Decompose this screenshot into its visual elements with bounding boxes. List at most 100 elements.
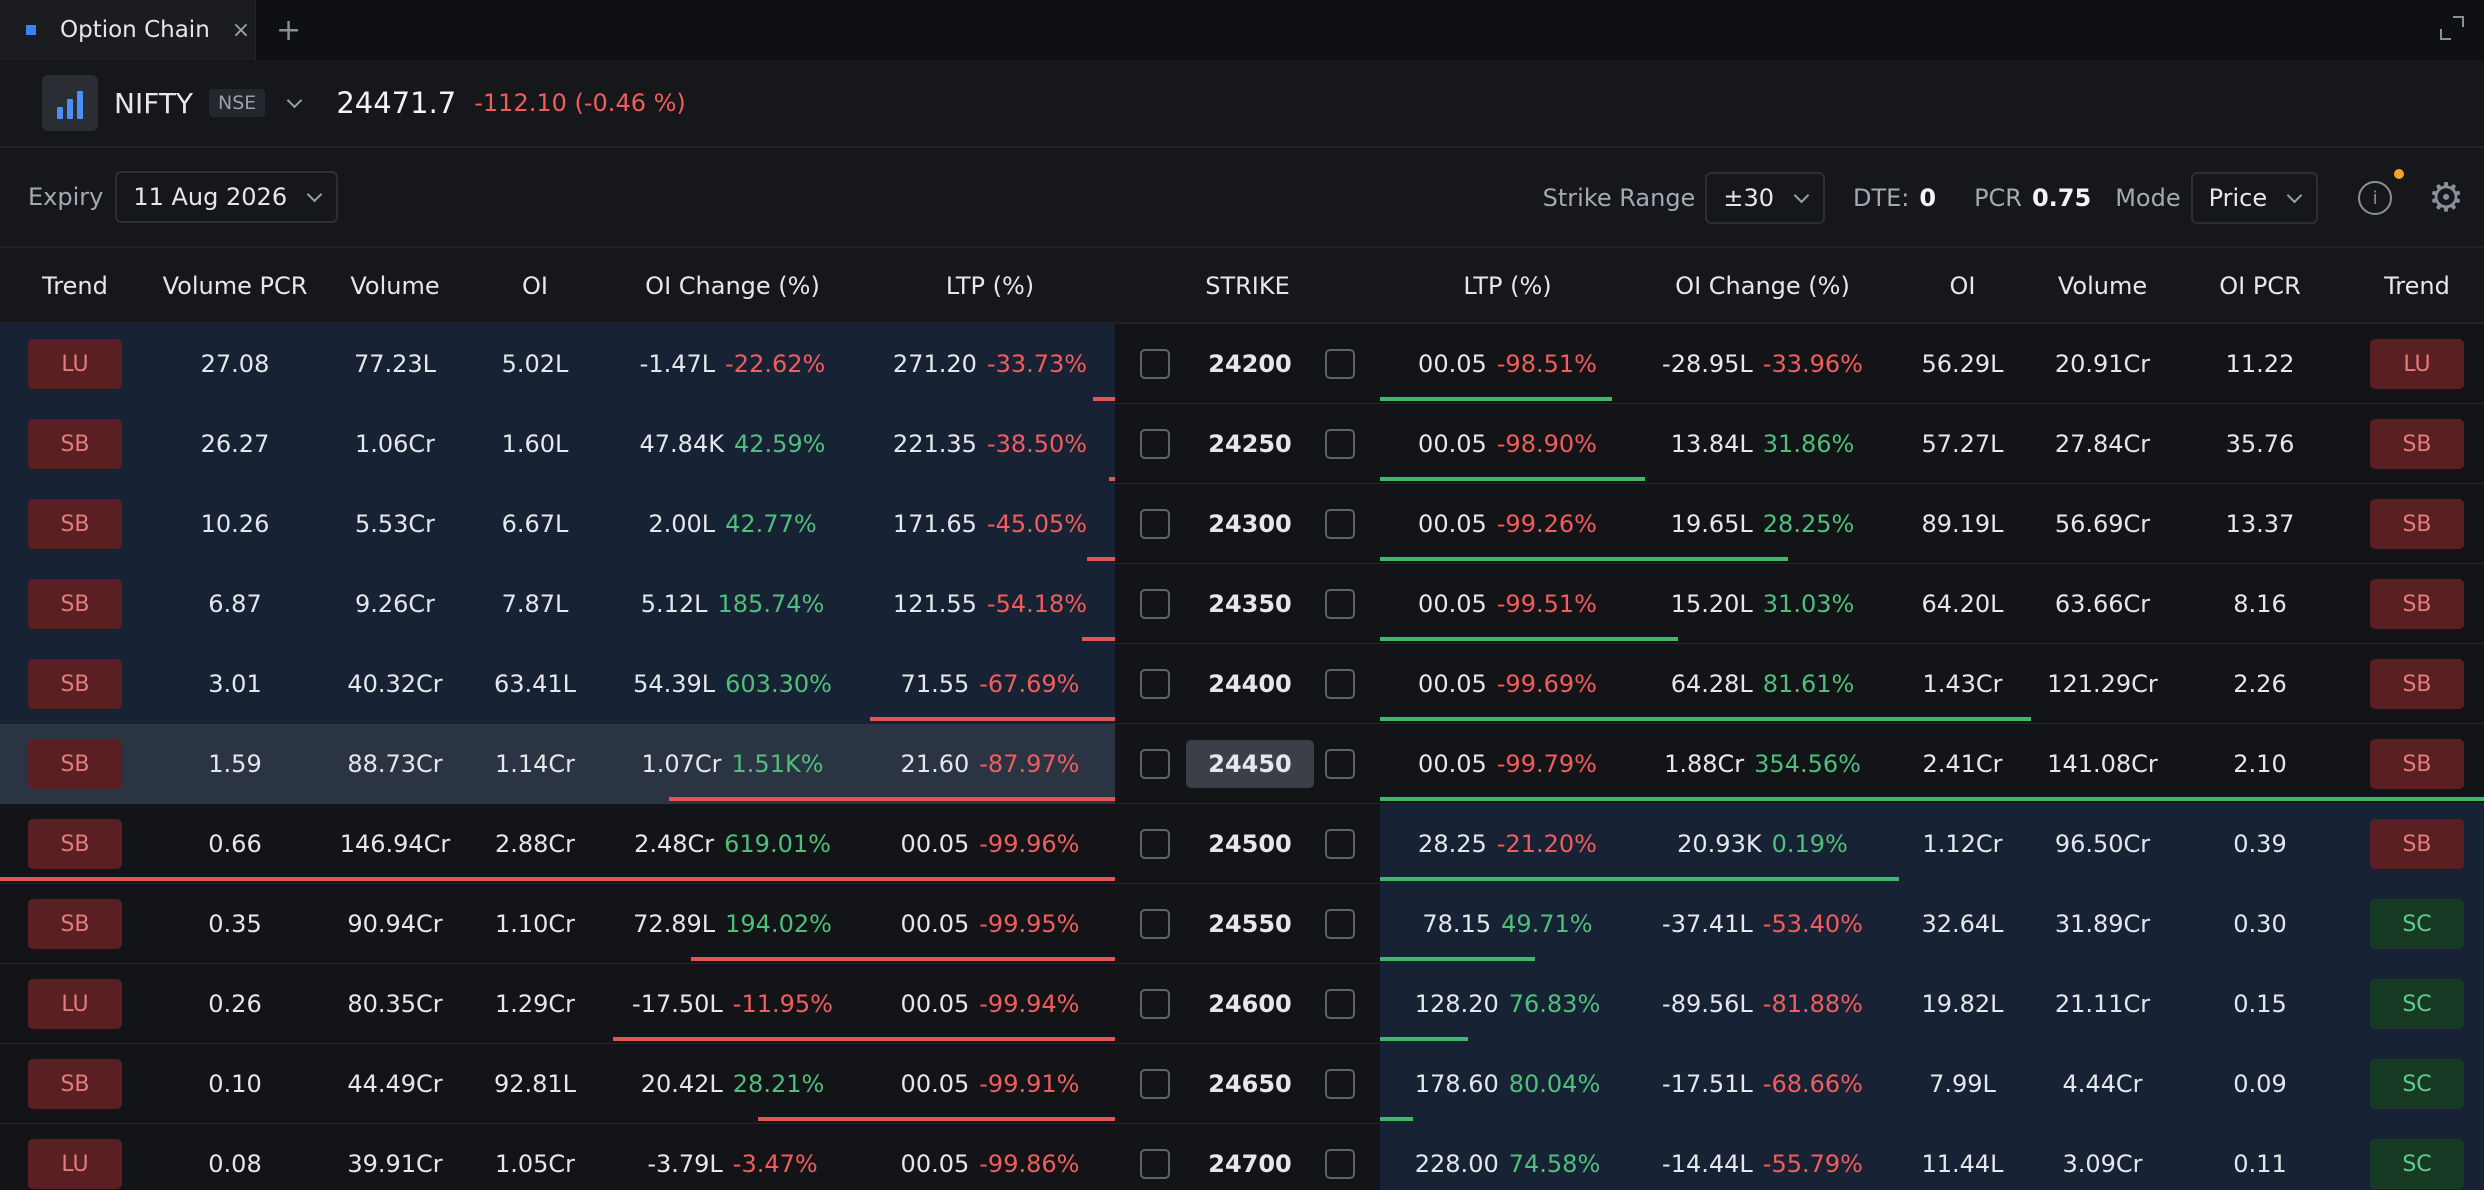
call-checkbox[interactable] <box>1140 429 1170 459</box>
put-trend-badge[interactable]: SB <box>2370 739 2464 789</box>
table-row[interactable]: SB 0.66 146.94Cr 2.88Cr 2.48Cr 619.01% 00.05 -9… <box>0 804 2484 884</box>
call-trend-badge[interactable]: SB <box>28 419 122 469</box>
put-oi: 57.27L <box>1921 430 2004 458</box>
info-icon[interactable]: i <box>2358 169 2405 215</box>
strike-price[interactable]: 24200 <box>1208 350 1292 378</box>
call-checkbox[interactable] <box>1140 1069 1170 1099</box>
put-checkbox[interactable] <box>1325 589 1355 619</box>
put-checkbox[interactable] <box>1325 429 1355 459</box>
col-call-volume-pcr[interactable]: Volume PCR <box>162 272 308 300</box>
strike-range-select[interactable]: ±30 <box>1705 172 1825 224</box>
strike-price[interactable]: 24350 <box>1208 590 1292 618</box>
put-trend-badge[interactable]: SB <box>2370 499 2464 549</box>
call-trend-badge[interactable]: LU <box>28 979 122 1029</box>
table-row[interactable]: SB 1.59 88.73Cr 1.14Cr 1.07Cr 1.51K% 21.60 -87.… <box>0 724 2484 804</box>
table-row[interactable]: LU 27.08 77.23L 5.02L -1.47L -22.62% 271.20 -33… <box>0 324 2484 404</box>
call-checkbox[interactable] <box>1140 829 1170 859</box>
strike-price[interactable]: 24250 <box>1208 430 1292 458</box>
table-row[interactable]: SB 0.10 44.49Cr 92.81L 20.42L 28.21% 00.05 -99.… <box>0 1044 2484 1124</box>
table-row[interactable]: LU 0.26 80.35Cr 1.29Cr -17.50L -11.95% 00.05 -9… <box>0 964 2484 1044</box>
col-call-ltp[interactable]: LTP (%) <box>945 272 1035 300</box>
strike-price[interactable]: 24300 <box>1208 510 1292 538</box>
mode-select[interactable]: Price <box>2190 172 2319 224</box>
put-trend-badge[interactable]: LU <box>2370 339 2464 389</box>
col-strike[interactable]: STRIKE <box>1205 272 1290 300</box>
put-checkbox[interactable] <box>1325 749 1355 779</box>
col-put-oi-change[interactable]: OI Change (%) <box>1675 272 1850 300</box>
call-checkbox[interactable] <box>1140 669 1170 699</box>
call-checkbox[interactable] <box>1140 589 1170 619</box>
call-checkbox[interactable] <box>1140 509 1170 539</box>
put-checkbox[interactable] <box>1325 909 1355 939</box>
call-trend-badge[interactable]: SB <box>28 819 122 869</box>
col-call-volume[interactable]: Volume <box>350 272 440 300</box>
tab-option-chain[interactable]: Option Chain × <box>0 0 256 60</box>
call-trend-badge[interactable]: SB <box>28 739 122 789</box>
symbol-name[interactable]: NIFTY <box>114 86 194 120</box>
put-trend-badge[interactable]: SC <box>2370 1059 2464 1109</box>
col-put-trend[interactable]: Trend <box>2384 272 2450 300</box>
put-trend-badge[interactable]: SC <box>2370 899 2464 949</box>
strike-price[interactable]: 24600 <box>1208 990 1292 1018</box>
table-row[interactable]: SB 10.26 5.53Cr 6.67L 2.00L 42.77% 171.65 -45.0… <box>0 484 2484 564</box>
itm-put-bg <box>1380 804 2484 884</box>
put-trend-badge[interactable]: SC <box>2370 979 2464 1029</box>
col-call-oi[interactable]: OI <box>522 272 548 300</box>
table-row[interactable]: SB 6.87 9.26Cr 7.87L 5.12L 185.74% 121.55 -54.1… <box>0 564 2484 644</box>
expiry-select[interactable]: 11 Aug 2026 <box>115 171 339 223</box>
put-checkbox[interactable] <box>1325 989 1355 1019</box>
call-trend-badge[interactable]: SB <box>28 899 122 949</box>
strike-price[interactable]: 24650 <box>1208 1070 1292 1098</box>
put-trend-badge[interactable]: SB <box>2370 819 2464 869</box>
call-trend-badge[interactable]: SB <box>28 579 122 629</box>
col-call-trend[interactable]: Trend <box>42 272 108 300</box>
strike-price[interactable]: 24500 <box>1208 830 1292 858</box>
chevron-down-icon[interactable] <box>287 92 303 108</box>
put-trend-badge[interactable]: SB <box>2370 419 2464 469</box>
call-trend-cell: LU <box>0 324 150 404</box>
add-tab-icon[interactable]: + <box>276 12 302 48</box>
put-checkbox[interactable] <box>1325 1149 1355 1179</box>
call-ltp-value: 171.65 <box>892 510 977 538</box>
call-select-cell <box>1115 484 1195 564</box>
call-checkbox[interactable] <box>1140 349 1170 379</box>
put-trend-badge[interactable]: SB <box>2370 659 2464 709</box>
col-put-oi-pcr[interactable]: OI PCR <box>2219 272 2301 300</box>
table-row[interactable]: SB 3.01 40.32Cr 63.41L 54.39L 603.30% 71.55 -67… <box>0 644 2484 724</box>
col-put-volume[interactable]: Volume <box>2057 272 2148 300</box>
table-row[interactable]: SB 0.35 90.94Cr 1.10Cr 72.89L 194.02% 00.05 -99… <box>0 884 2484 964</box>
call-checkbox[interactable] <box>1140 989 1170 1019</box>
put-checkbox[interactable] <box>1325 1069 1355 1099</box>
strike-price[interactable]: 24450 <box>1186 740 1314 788</box>
call-checkbox[interactable] <box>1140 1149 1170 1179</box>
close-icon[interactable]: × <box>231 17 251 43</box>
call-trend-badge[interactable]: SB <box>28 659 122 709</box>
call-checkbox[interactable] <box>1140 749 1170 779</box>
put-trend-cell: SC <box>2350 884 2484 964</box>
call-checkbox[interactable] <box>1140 909 1170 939</box>
put-checkbox[interactable] <box>1325 509 1355 539</box>
call-trend-badge[interactable]: LU <box>28 1139 122 1189</box>
strike-price[interactable]: 24700 <box>1208 1150 1292 1178</box>
table-row[interactable]: LU 0.08 39.91Cr 1.05Cr -3.79L -3.47% 00.05 -99.… <box>0 1124 2484 1190</box>
gear-icon[interactable]: ⚙ <box>2428 175 2464 221</box>
strike-price[interactable]: 24550 <box>1208 910 1292 938</box>
put-oi: 7.99L <box>1929 1070 1996 1098</box>
put-checkbox[interactable] <box>1325 349 1355 379</box>
put-oi-change-value: 1.88Cr <box>1664 750 1745 778</box>
call-volume: 40.32Cr <box>347 670 443 698</box>
strike-price[interactable]: 24400 <box>1208 670 1292 698</box>
call-trend-badge[interactable]: SB <box>28 499 122 549</box>
col-put-oi[interactable]: OI <box>1949 272 1976 300</box>
expand-icon[interactable] <box>2440 16 2464 40</box>
call-trend-badge[interactable]: LU <box>28 339 122 389</box>
put-trend-badge[interactable]: SC <box>2370 1139 2464 1189</box>
call-trend-badge[interactable]: SB <box>28 1059 122 1109</box>
table-row[interactable]: SB 26.27 1.06Cr 1.60L 47.84K 42.59% 221.35 -38.… <box>0 404 2484 484</box>
put-checkbox[interactable] <box>1325 669 1355 699</box>
col-put-ltp[interactable]: LTP (%) <box>1463 272 1552 300</box>
strike-range-value: ±30 <box>1723 184 1774 212</box>
put-trend-badge[interactable]: SB <box>2370 579 2464 629</box>
col-call-oi-change[interactable]: OI Change (%) <box>645 272 820 300</box>
put-checkbox[interactable] <box>1325 829 1355 859</box>
